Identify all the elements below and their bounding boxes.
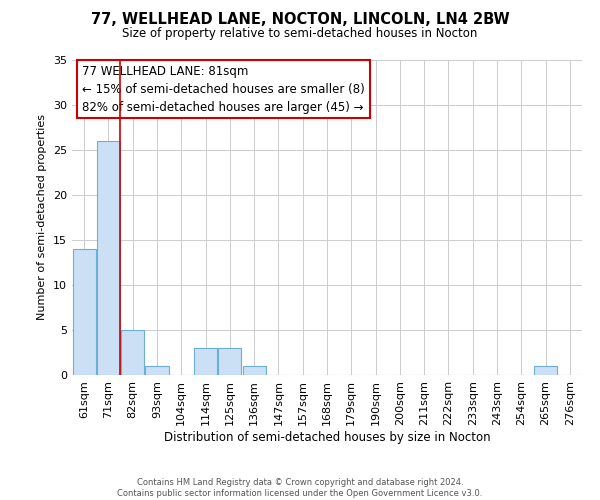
Bar [121, 330, 144, 375]
Bar [194, 348, 217, 375]
Bar [145, 366, 169, 375]
Bar [218, 348, 241, 375]
X-axis label: Distribution of semi-detached houses by size in Nocton: Distribution of semi-detached houses by … [164, 430, 490, 444]
Text: Size of property relative to semi-detached houses in Nocton: Size of property relative to semi-detach… [122, 28, 478, 40]
Bar [242, 366, 266, 375]
Text: Contains HM Land Registry data © Crown copyright and database right 2024.
Contai: Contains HM Land Registry data © Crown c… [118, 478, 482, 498]
Bar [73, 249, 95, 375]
Text: 77, WELLHEAD LANE, NOCTON, LINCOLN, LN4 2BW: 77, WELLHEAD LANE, NOCTON, LINCOLN, LN4 … [91, 12, 509, 28]
Bar [97, 141, 120, 375]
Bar [534, 366, 557, 375]
Text: 77 WELLHEAD LANE: 81sqm
← 15% of semi-detached houses are smaller (8)
82% of sem: 77 WELLHEAD LANE: 81sqm ← 15% of semi-de… [82, 64, 365, 114]
Y-axis label: Number of semi-detached properties: Number of semi-detached properties [37, 114, 47, 320]
